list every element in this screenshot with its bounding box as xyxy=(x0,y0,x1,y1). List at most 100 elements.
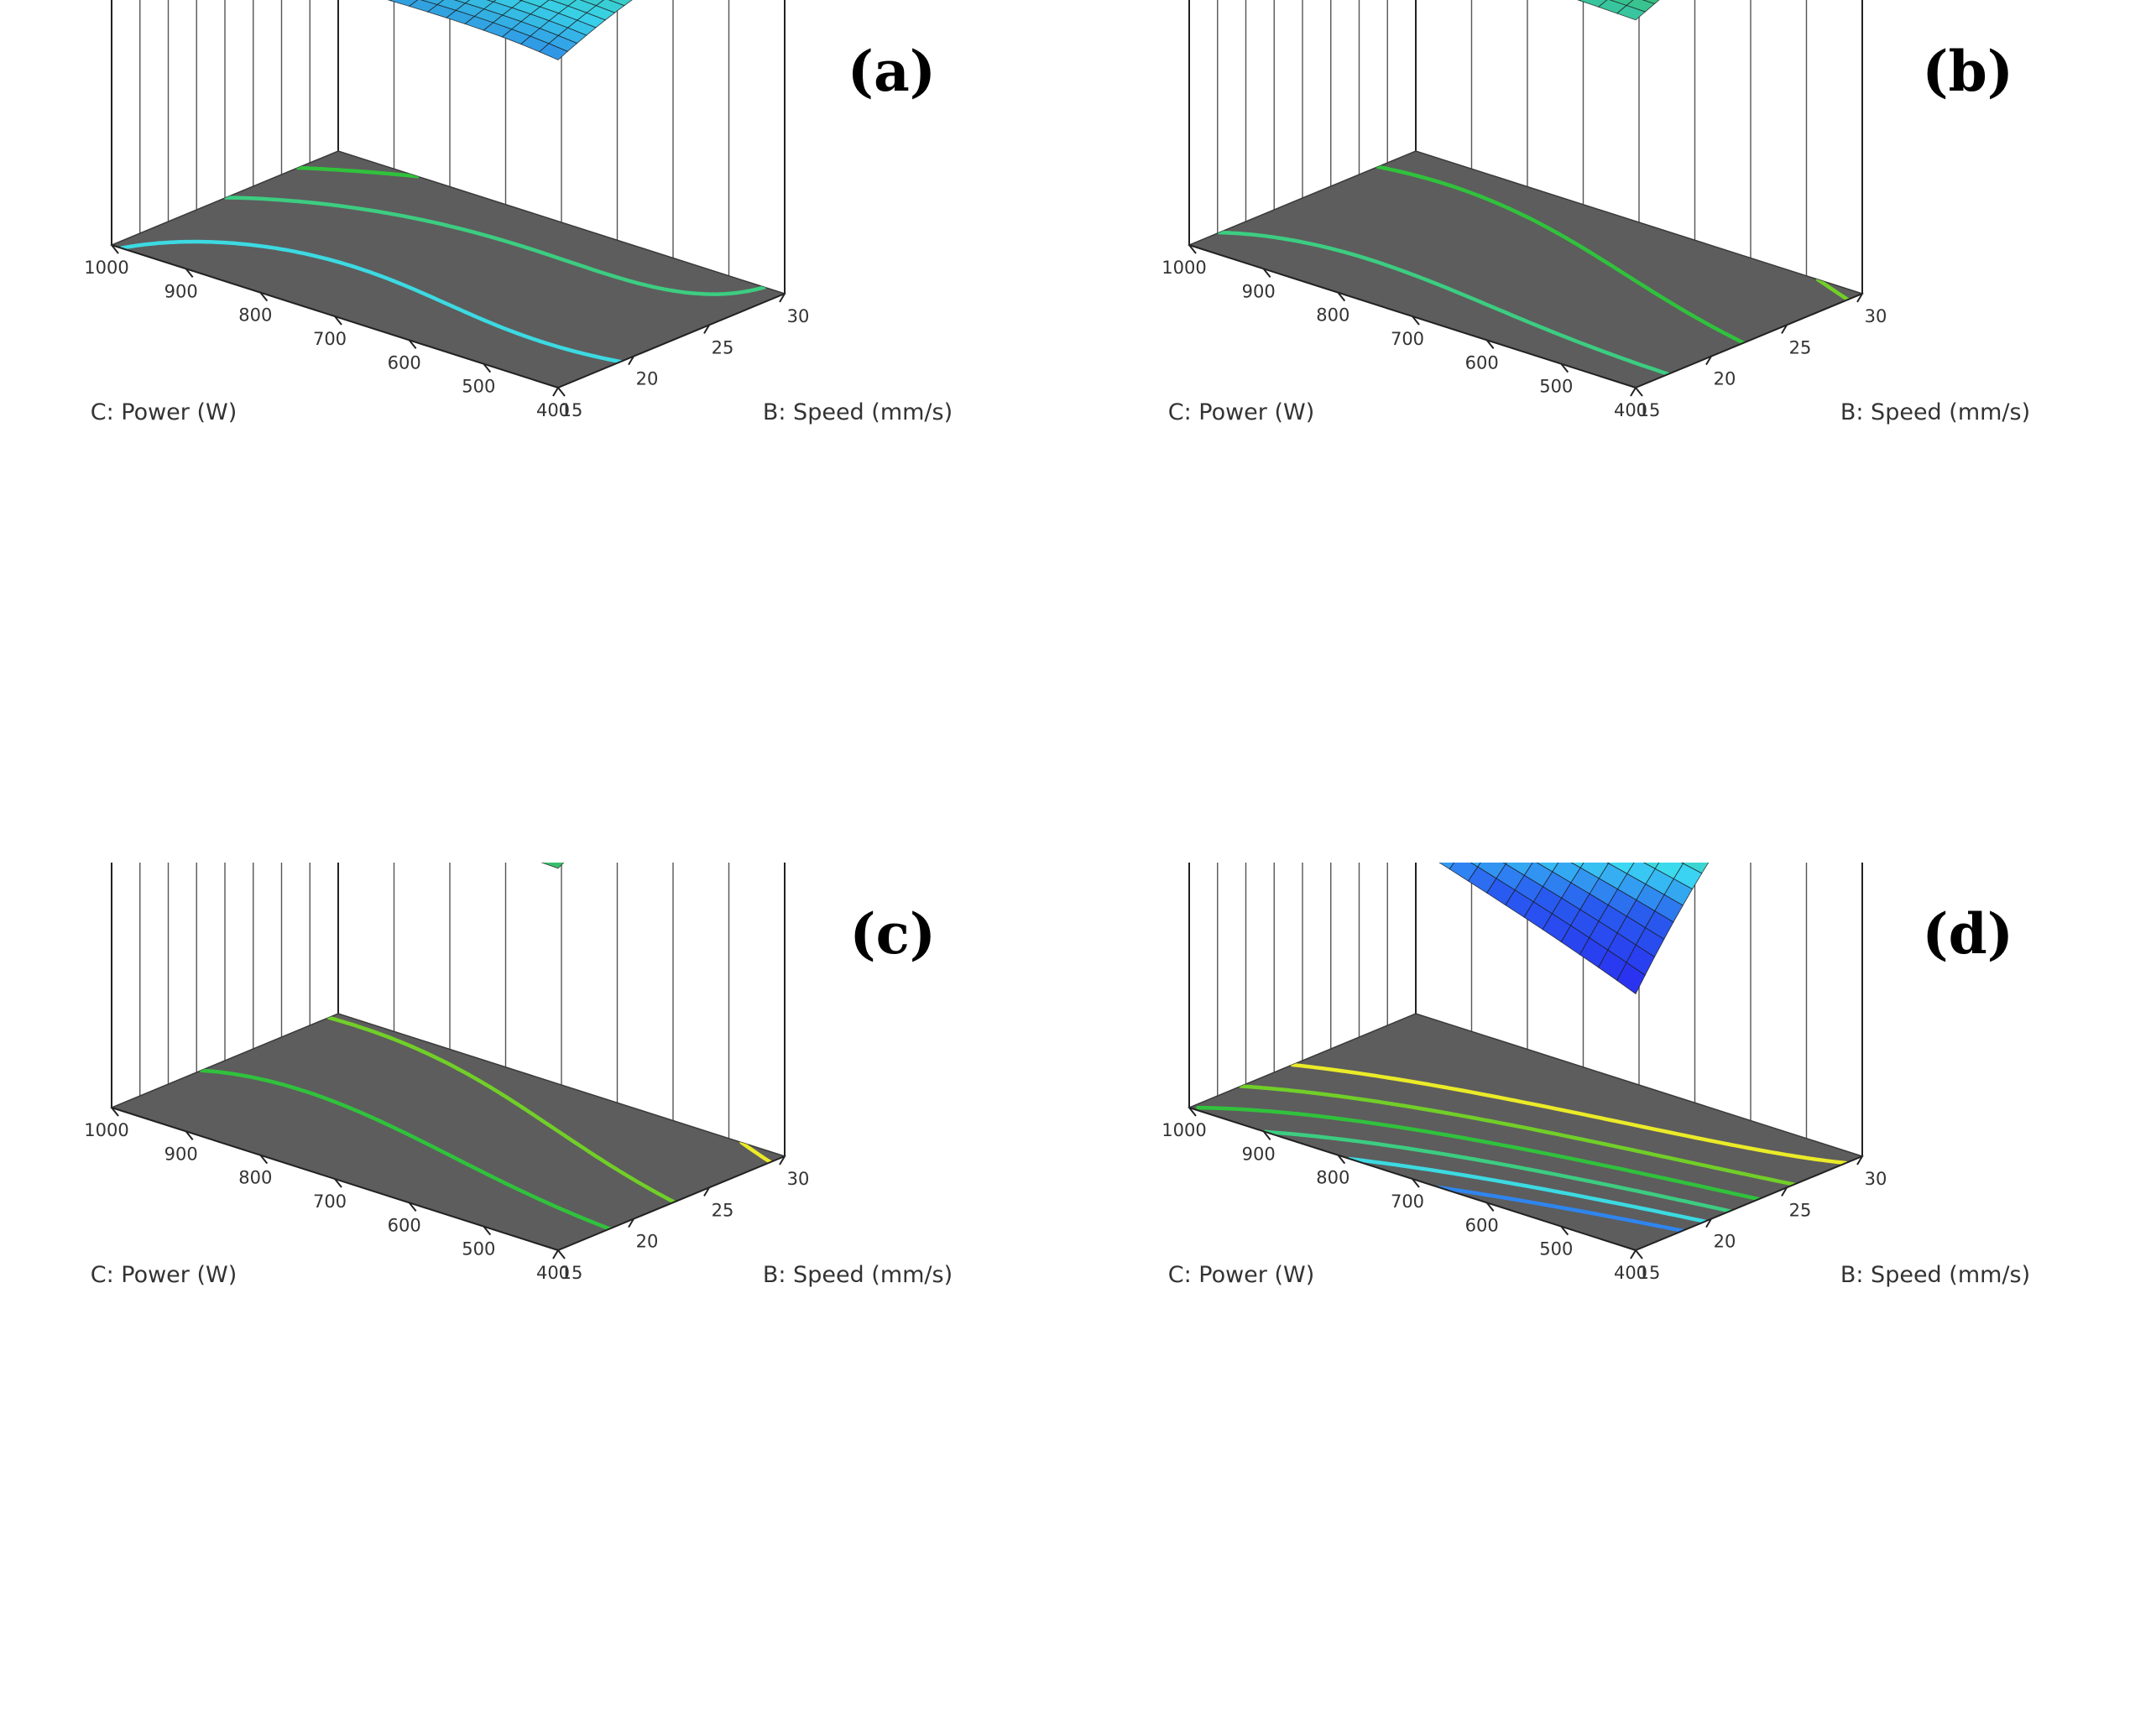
power-tick-mark xyxy=(1560,363,1569,373)
contour-line-1 xyxy=(119,239,623,364)
speed-tick-mark xyxy=(1856,1155,1863,1165)
power-tick-mark xyxy=(259,292,269,302)
floor-front-right-edge xyxy=(1635,1155,1863,1251)
floor-front-left-edge xyxy=(111,244,559,388)
back-walls xyxy=(111,863,786,1156)
speed-tick-mark xyxy=(1856,293,1863,303)
power-tick-label: 1000 xyxy=(84,1120,128,1140)
power-tick-mark xyxy=(557,387,566,397)
power-tick-label: 800 xyxy=(238,1168,272,1188)
power-tick-mark xyxy=(1635,387,1643,397)
speed-tick-label: 15 xyxy=(1638,400,1661,420)
contour-line-4 xyxy=(1239,1084,1797,1186)
panel-c: (c)01234Roughness (µm)400500600700800900… xyxy=(0,863,1078,1725)
power-axis-label: C: Power (W) xyxy=(91,1262,238,1288)
speed-tick-label: 25 xyxy=(1789,1200,1812,1220)
speed-tick-label: 15 xyxy=(561,1263,583,1283)
power-tick-label: 800 xyxy=(238,305,272,326)
power-tick-mark xyxy=(1485,339,1495,349)
power-tick-mark xyxy=(483,1226,492,1236)
surface-cell xyxy=(1642,863,1660,869)
speed-tick-mark xyxy=(552,1249,559,1259)
speed-tick-mark xyxy=(1781,1186,1788,1197)
speed-tick-label: 20 xyxy=(1714,369,1736,389)
contour-line-5 xyxy=(739,1140,773,1165)
contour-line-3 xyxy=(295,165,420,179)
speed-tick-mark xyxy=(628,1218,634,1228)
power-tick-label: 500 xyxy=(1539,1239,1573,1259)
power-tick-label: 500 xyxy=(462,1239,495,1259)
floor-front-left-edge xyxy=(1188,1107,1637,1251)
contour-line-4 xyxy=(326,1015,676,1204)
speed-tick-label: 30 xyxy=(787,306,810,326)
speed-tick-mark xyxy=(1781,324,1788,334)
surface-plot-a: (a)01234Roughness (µm)400500600700800900… xyxy=(84,0,953,425)
contour-line-2 xyxy=(1217,230,1671,377)
power-tick-mark xyxy=(1560,1226,1569,1236)
power-tick-mark xyxy=(408,1202,417,1212)
power-tick-label: 700 xyxy=(1391,329,1424,349)
speed-tick-mark xyxy=(1630,1249,1637,1259)
speed-tick-mark xyxy=(779,293,786,303)
response-surface xyxy=(387,0,633,60)
panel-label: (b) xyxy=(1922,39,2013,104)
power-tick-label: 700 xyxy=(1391,1192,1424,1212)
power-tick-mark xyxy=(1337,1155,1346,1165)
power-tick-mark xyxy=(1262,268,1271,278)
speed-tick-mark xyxy=(779,1155,786,1165)
speed-axis-label: B: Speed (mm/s) xyxy=(1840,1262,2030,1288)
contour-line-3 xyxy=(1376,164,1746,345)
speed-axis-label: B: Speed (mm/s) xyxy=(763,399,953,425)
power-tick-label: 600 xyxy=(1465,1215,1499,1235)
power-tick-label: 800 xyxy=(1316,1168,1349,1188)
floor-front-right-edge xyxy=(557,293,786,388)
surface-plot-b: (b)01234Roughness (µm)400500600700800900… xyxy=(1162,0,2030,425)
speed-tick-mark xyxy=(1705,1218,1712,1228)
power-tick-label: 900 xyxy=(1242,1144,1276,1164)
speed-tick-label: 15 xyxy=(561,400,583,420)
power-tick-label: 900 xyxy=(1242,281,1276,301)
contour-line-3 xyxy=(199,1068,612,1231)
panel-label: (a) xyxy=(848,39,936,104)
contour-line-3 xyxy=(1196,1105,1762,1202)
power-tick-label: 600 xyxy=(1465,352,1499,373)
speed-tick-label: 30 xyxy=(787,1169,810,1189)
power-tick-mark xyxy=(111,244,119,254)
floor-front-left-edge xyxy=(111,1107,559,1251)
power-tick-mark xyxy=(111,1107,119,1117)
power-tick-label: 500 xyxy=(462,377,495,397)
power-tick-label: 500 xyxy=(1539,377,1573,397)
contour-line-2 xyxy=(224,196,767,296)
panel-b: (b)01234Roughness (µm)400500600700800900… xyxy=(1078,0,2155,863)
back-walls xyxy=(111,0,786,294)
power-tick-mark xyxy=(1337,292,1346,302)
power-tick-mark xyxy=(185,268,194,278)
panel-d: (d)01234Roughness (µm)400500600700800900… xyxy=(1078,863,2155,1725)
speed-tick-label: 30 xyxy=(1865,306,1887,326)
frame-edges xyxy=(1188,1107,1863,1251)
speed-tick-label: 15 xyxy=(1638,1263,1661,1283)
surface-cell xyxy=(1570,863,1584,868)
surface-plot-c: (c)01234Roughness (µm)400500600700800900… xyxy=(84,863,953,1288)
surface-plot-d: (d)01234Roughness (µm)400500600700800900… xyxy=(1162,863,2030,1288)
contour-line-1 xyxy=(1348,1156,1707,1223)
speed-tick-label: 25 xyxy=(712,337,734,357)
power-tick-mark xyxy=(483,363,492,373)
contour-line-0 xyxy=(1437,1186,1685,1233)
power-tick-label: 1000 xyxy=(1162,1120,1206,1140)
power-tick-label: 1000 xyxy=(1162,258,1206,278)
speed-tick-mark xyxy=(628,356,634,366)
power-tick-mark xyxy=(1412,315,1420,326)
speed-tick-label: 25 xyxy=(1789,337,1812,357)
power-tick-mark xyxy=(1635,1249,1643,1259)
panel-label: (c) xyxy=(849,901,936,967)
power-tick-mark xyxy=(334,1178,342,1188)
speed-axis-label: B: Speed (mm/s) xyxy=(763,1262,953,1288)
floor-front-right-edge xyxy=(1635,293,1863,388)
speed-tick-mark xyxy=(703,1186,710,1197)
power-tick-mark xyxy=(408,339,417,349)
speed-tick-label: 20 xyxy=(1714,1232,1736,1252)
speed-tick-mark xyxy=(552,387,559,397)
surface-cell xyxy=(1616,4,1647,21)
power-tick-label: 700 xyxy=(313,329,347,349)
